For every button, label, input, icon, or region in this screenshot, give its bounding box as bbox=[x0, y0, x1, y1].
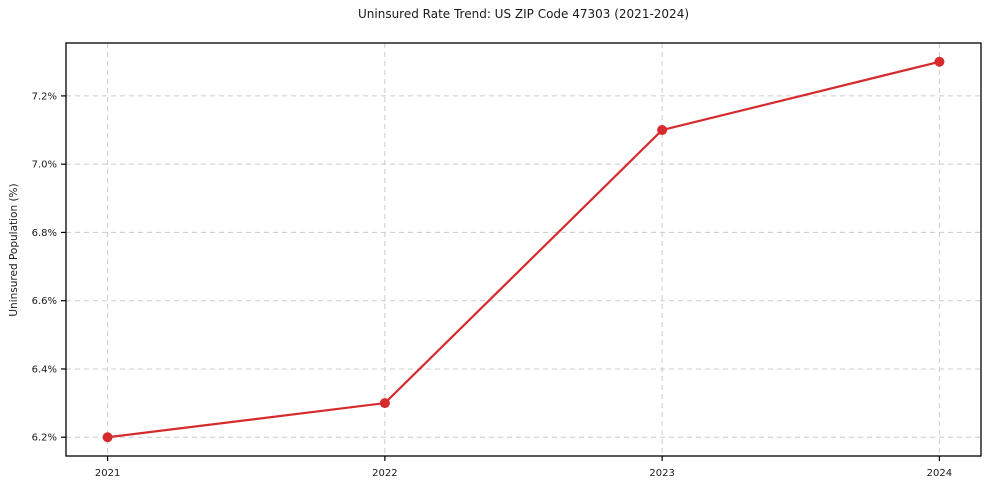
axes-spines bbox=[65, 42, 982, 457]
y-tick-label: 6.4% bbox=[32, 364, 57, 375]
chart-title: Uninsured Rate Trend: US ZIP Code 47303 … bbox=[357, 7, 690, 21]
y-tick-label: 6.8% bbox=[32, 228, 57, 239]
x-tick-label: 2021 bbox=[95, 468, 120, 479]
y-tick-label: 6.6% bbox=[32, 296, 57, 307]
data-line bbox=[106, 60, 941, 439]
x-tick-label: 2023 bbox=[649, 468, 674, 479]
data-point-marker bbox=[934, 56, 945, 67]
x-tick-label: 2022 bbox=[372, 468, 397, 479]
y-tick-label: 7.0% bbox=[32, 160, 57, 171]
x-tick-label: 2024 bbox=[927, 468, 952, 479]
plot-background bbox=[66, 43, 981, 456]
y-tick-label: 7.2% bbox=[32, 91, 57, 102]
data-point-marker bbox=[657, 125, 668, 136]
y-tick-label: 6.2% bbox=[32, 433, 57, 444]
data-point-marker bbox=[379, 398, 390, 409]
data-point-marker bbox=[102, 432, 113, 443]
